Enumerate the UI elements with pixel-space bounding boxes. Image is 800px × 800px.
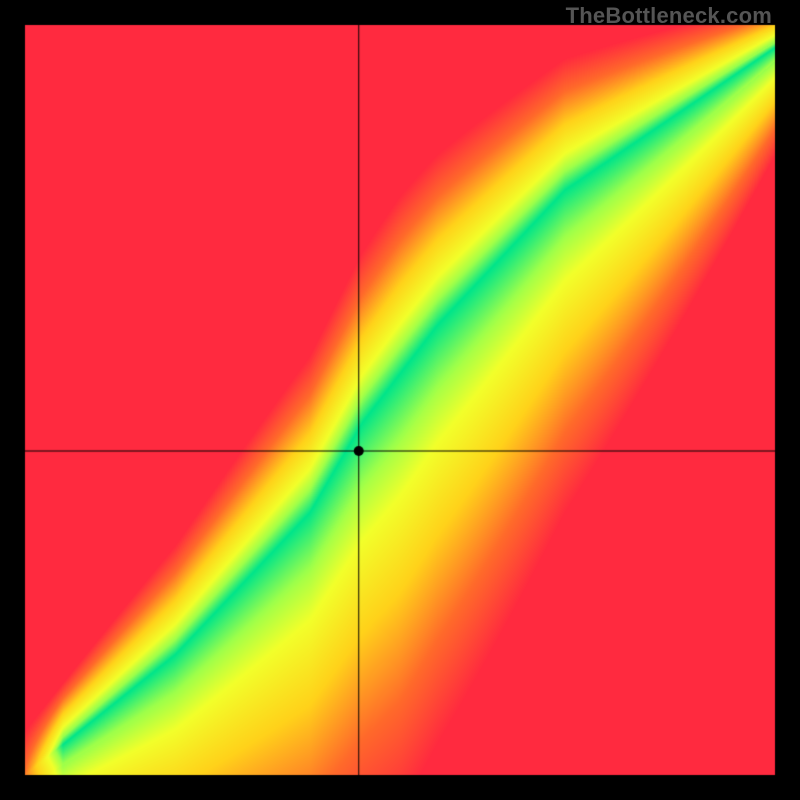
bottleneck-heatmap <box>0 0 800 800</box>
watermark-text: TheBottleneck.com <box>566 3 772 29</box>
